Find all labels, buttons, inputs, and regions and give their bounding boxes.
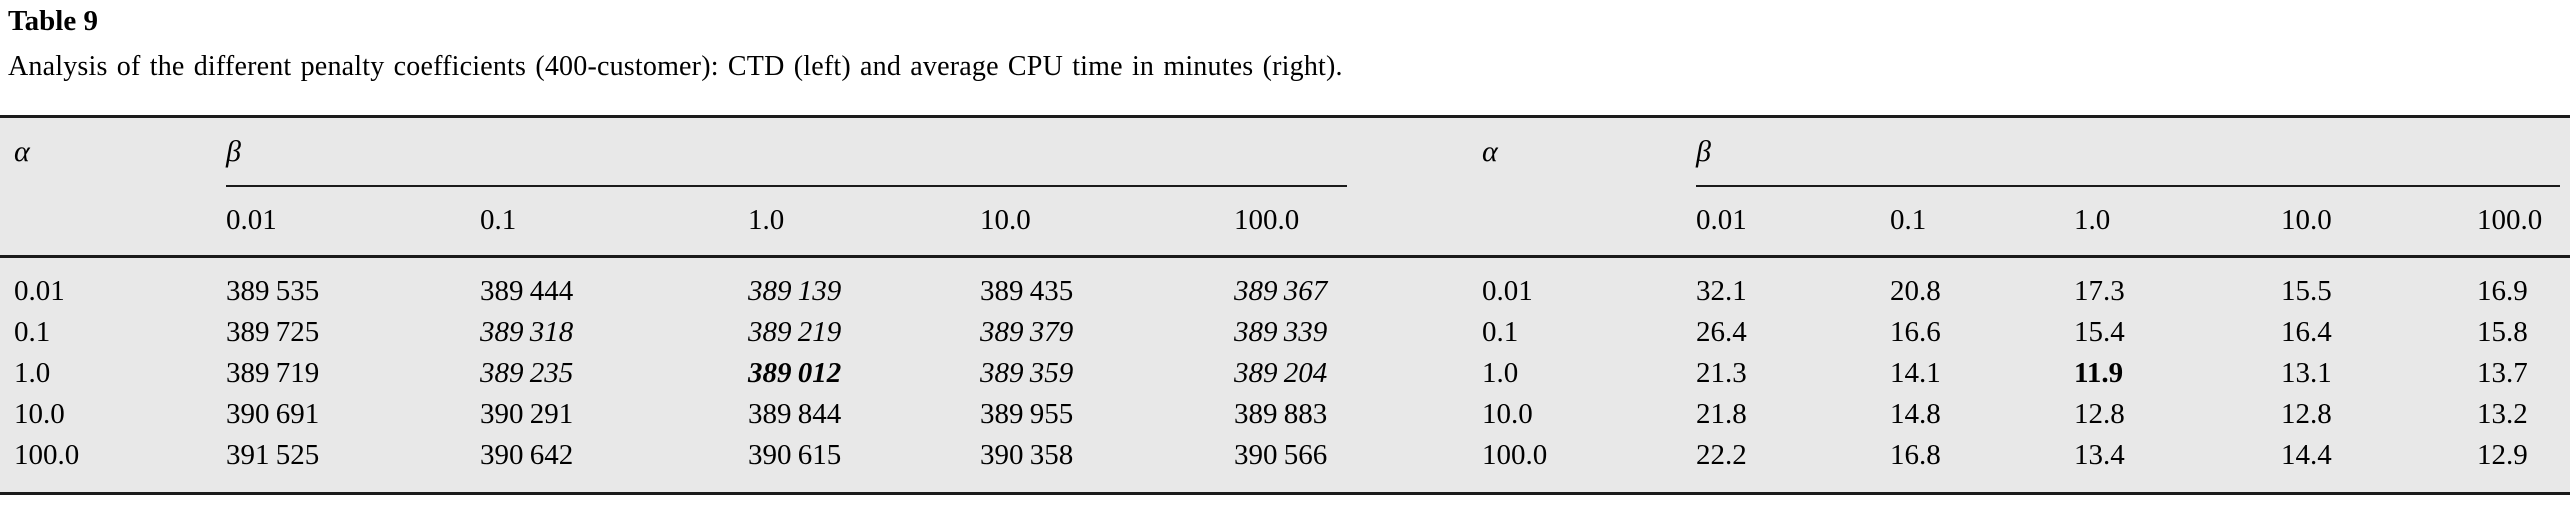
table-row: α β: [14, 118, 1347, 185]
value-cell: 21.3: [1696, 357, 1747, 389]
col-header: 0.01: [1696, 203, 1747, 236]
value-cell: 389 204: [1234, 357, 1328, 389]
table-row: α β: [1482, 118, 2560, 185]
alpha-column-header: α: [14, 134, 30, 168]
value-cell: 12.9: [2477, 439, 2528, 471]
value-cell: 389 725: [226, 316, 320, 348]
value-cell: 14.4: [2281, 439, 2332, 471]
col-header: 0.1: [480, 203, 517, 236]
table-row: 0.1 389 725 389 318 389 219 389 379 389 …: [14, 312, 1347, 353]
value-cell: 22.2: [1696, 439, 1747, 471]
value-cell: 21.8: [1696, 398, 1747, 430]
row-header: 100.0: [14, 439, 80, 471]
value-cell: 13.4: [2074, 439, 2125, 471]
value-cell: 26.4: [1696, 316, 1747, 348]
table-band: α β 0.01 0.1 1.0 10.0 100.0 0.01 389 535…: [0, 115, 2570, 495]
row-header: 0.1: [14, 316, 51, 348]
table-caption: Analysis of the different penalty coeffi…: [8, 51, 1343, 82]
beta-spanner-rule-left: [226, 185, 1347, 187]
empty-cell: [1482, 185, 1696, 255]
value-cell: 16.8: [1890, 439, 1941, 471]
table-row: 1.0 21.3 14.1 11.9 13.1 13.7: [1482, 353, 2560, 394]
value-cell: 12.8: [2281, 398, 2332, 430]
table-row: 100.0 391 525 390 642 390 615 390 358 39…: [14, 435, 1347, 476]
row-header: 10.0: [14, 398, 65, 430]
value-cell: 389 339: [1234, 316, 1328, 348]
beta-spanner-header: β: [226, 134, 241, 168]
col-header: 0.01: [226, 203, 277, 236]
table-row: 0.1 26.4 16.6 15.4 16.4 15.8: [1482, 312, 2560, 353]
empty-cell: [14, 185, 226, 255]
value-cell: 389 719: [226, 357, 320, 389]
value-cell: 12.8: [2074, 398, 2125, 430]
value-cell: 390 358: [980, 439, 1074, 471]
beta-spanner-rule-right: [1696, 185, 2560, 187]
value-cell: 15.8: [2477, 316, 2528, 348]
value-cell: 14.1: [1890, 357, 1941, 389]
row-header: 10.0: [1482, 398, 1533, 430]
value-cell: 389 012: [748, 357, 842, 389]
value-cell: 11.9: [2074, 357, 2124, 389]
table-row: 1.0 389 719 389 235 389 012 389 359 389 …: [14, 353, 1347, 394]
value-cell: 389 844: [748, 398, 842, 430]
value-cell: 390 642: [480, 439, 574, 471]
row-header: 0.01: [1482, 275, 1533, 307]
value-cell: 16.4: [2281, 316, 2332, 348]
row-header: 1.0: [14, 357, 51, 389]
col-header: 10.0: [2281, 203, 2332, 236]
value-cell: 390 566: [1234, 439, 1328, 471]
value-cell: 389 379: [980, 316, 1074, 348]
table-row: 0.01 389 535 389 444 389 139 389 435 389…: [14, 255, 1347, 312]
header-body-divider-rule: [0, 255, 2570, 258]
value-cell: 13.2: [2477, 398, 2528, 430]
value-cell: 389 219: [748, 316, 842, 348]
table-row: 100.0 22.2 16.8 13.4 14.4 12.9: [1482, 435, 2560, 476]
row-header: 1.0: [1482, 357, 1519, 389]
value-cell: 389 955: [980, 398, 1074, 430]
table-row: 10.0 21.8 14.8 12.8 12.8 13.2: [1482, 394, 2560, 435]
col-header: 1.0: [2074, 203, 2111, 236]
row-header: 0.1: [1482, 316, 1519, 348]
table-row: 0.01 0.1 1.0 10.0 100.0: [14, 185, 1347, 255]
col-header: 0.1: [1890, 203, 1927, 236]
table-row: 0.01 0.1 1.0 10.0 100.0: [1482, 185, 2560, 255]
col-header: 1.0: [748, 203, 785, 236]
value-cell: 389 367: [1234, 275, 1328, 307]
value-cell: 389 235: [480, 357, 574, 389]
value-cell: 389 444: [480, 275, 574, 307]
table-row: 10.0 390 691 390 291 389 844 389 955 389…: [14, 394, 1347, 435]
value-cell: 391 525: [226, 439, 320, 471]
row-header: 100.0: [1482, 439, 1548, 471]
table-row: 0.01 32.1 20.8 17.3 15.5 16.9: [1482, 255, 2560, 312]
col-header: 100.0: [1234, 203, 1300, 236]
value-cell: 14.8: [1890, 398, 1941, 430]
value-cell: 13.7: [2477, 357, 2528, 389]
col-header: 100.0: [2477, 203, 2543, 236]
value-cell: 389 139: [748, 275, 842, 307]
value-cell: 16.9: [2477, 275, 2528, 307]
table-title: Table 9: [8, 5, 98, 37]
value-cell: 389 318: [480, 316, 574, 348]
value-cell: 389 359: [980, 357, 1074, 389]
value-cell: 16.6: [1890, 316, 1941, 348]
value-cell: 15.5: [2281, 275, 2332, 307]
value-cell: 20.8: [1890, 275, 1941, 307]
ctd-table: α β 0.01 0.1 1.0 10.0 100.0 0.01 389 535…: [14, 118, 1347, 476]
value-cell: 15.4: [2074, 316, 2125, 348]
value-cell: 389 535: [226, 275, 320, 307]
value-cell: 389 435: [980, 275, 1074, 307]
value-cell: 32.1: [1696, 275, 1747, 307]
value-cell: 390 691: [226, 398, 320, 430]
value-cell: 13.1: [2281, 357, 2332, 389]
beta-spanner-header: β: [1696, 134, 1711, 168]
value-cell: 17.3: [2074, 275, 2125, 307]
value-cell: 390 291: [480, 398, 574, 430]
value-cell: 390 615: [748, 439, 842, 471]
alpha-column-header: α: [1482, 134, 1498, 168]
value-cell: 389 883: [1234, 398, 1328, 430]
row-header: 0.01: [14, 275, 65, 307]
col-header: 10.0: [980, 203, 1031, 236]
cpu-time-table: α β 0.01 0.1 1.0 10.0 100.0 0.01 32.1 20…: [1482, 118, 2560, 476]
